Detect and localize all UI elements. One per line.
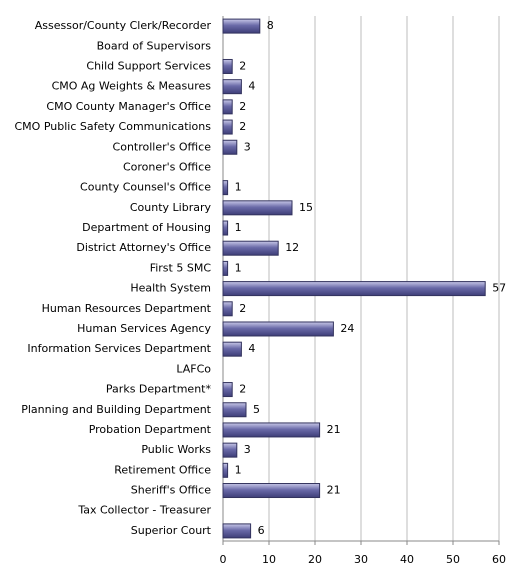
value-label: 1 [235,221,242,234]
value-label: 24 [340,322,354,335]
bar [222,483,321,499]
bar [222,442,238,458]
x-tick-label: 20 [308,553,322,566]
y-tick-label: Tax Collector - Treasurer [77,504,211,517]
value-label: 2 [239,120,246,133]
bar [222,382,233,398]
value-label: 2 [239,383,246,396]
y-tick-label: CMO Public Safety Communications [15,120,212,133]
y-tick-label: Superior Court [131,524,212,537]
bar [222,200,293,216]
bar [222,220,229,236]
x-tick-label: 0 [220,553,227,566]
bar [222,119,233,135]
bar [222,180,229,196]
bar [222,79,242,95]
y-tick-label: Assessor/County Clerk/Recorder [35,19,212,32]
bar [222,260,229,276]
value-label: 8 [267,19,274,32]
value-label: 21 [327,423,341,436]
y-tick-label: First 5 SMC [150,261,212,274]
value-label: 21 [327,484,341,497]
value-label: 3 [244,443,251,456]
y-tick-label: Controller's Office [113,140,212,153]
y-tick-label: County Library [130,201,212,214]
y-tick-label: Child Support Services [86,59,211,72]
value-label: 2 [239,302,246,315]
y-tick-label: Retirement Office [114,463,211,476]
value-label: 4 [248,342,255,355]
value-label: 1 [235,463,242,476]
x-tick-label: 40 [400,553,414,566]
bar [222,422,321,438]
x-tick-label: 60 [492,553,506,566]
value-label: 6 [258,524,265,537]
x-tick-label: 30 [354,553,368,566]
bar [222,301,233,317]
bar [222,523,252,539]
bar [222,321,334,337]
y-tick-label: Board of Supervisors [97,39,212,52]
bar [222,240,279,256]
y-tick-label: LAFCo [176,362,211,375]
value-label: 15 [299,201,313,214]
y-tick-label: CMO County Manager's Office [46,100,211,113]
bar [222,139,238,155]
bar [222,462,229,478]
y-tick-label: Health System [130,282,211,295]
y-tick-label: Public Works [141,443,211,456]
x-tick-label: 10 [262,553,276,566]
y-tick-label: County Counsel's Office [80,181,211,194]
value-label: 57 [492,282,506,295]
value-label: 4 [248,80,255,93]
bar [222,99,233,115]
value-label: 1 [235,181,242,194]
bar [222,281,486,297]
bar [222,58,233,74]
value-label: 3 [244,140,251,153]
x-tick-label: 50 [446,553,460,566]
y-tick-label: Sheriff's Office [131,484,211,497]
bar [222,18,261,34]
y-tick-label: Parks Department* [106,383,212,396]
value-label: 12 [285,241,299,254]
y-tick-label: Coroner's Office [123,160,211,173]
value-label: 2 [239,59,246,72]
y-tick-label: Human Services Agency [77,322,211,335]
y-tick-label: Information Services Department [27,342,211,355]
value-label: 1 [235,261,242,274]
y-tick-label: District Attorney's Office [76,241,211,254]
y-tick-label: Department of Housing [82,221,211,234]
y-tick-label: Probation Department [89,423,212,436]
value-label: 2 [239,100,246,113]
y-tick-label: CMO Ag Weights & Measures [52,80,212,93]
value-label: 5 [253,403,260,416]
y-tick-label: Planning and Building Department [21,403,211,416]
y-tick-label: Human Resources Department [42,302,212,315]
bar [222,402,247,418]
bar [222,341,242,357]
